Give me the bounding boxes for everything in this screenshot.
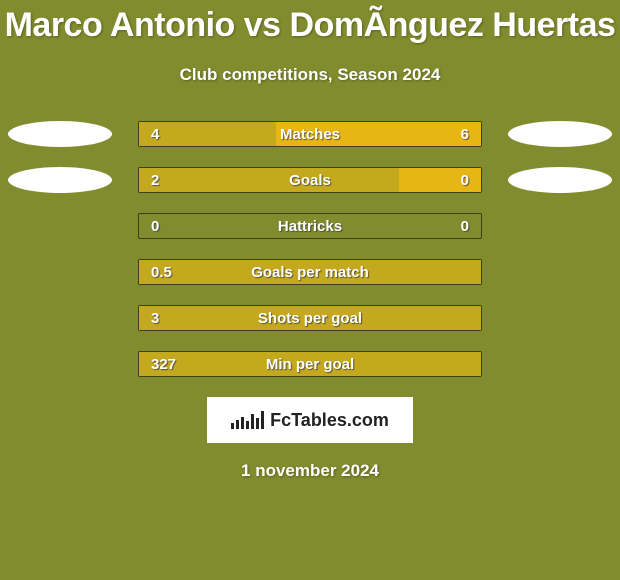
stat-value-left: 327	[151, 352, 176, 376]
stat-bar-left-fill	[139, 306, 481, 330]
player-right-avatar	[508, 167, 612, 193]
stat-row: 46Matches	[0, 121, 620, 147]
stat-value-left: 4	[151, 122, 159, 146]
stat-value-left: 0.5	[151, 260, 172, 284]
subtitle: Club competitions, Season 2024	[0, 65, 620, 85]
brand-bars-icon	[231, 411, 264, 429]
player-left-avatar	[8, 167, 112, 193]
stat-value-right: 0	[461, 214, 469, 238]
stat-value-right: 0	[461, 168, 469, 192]
stat-bar-left-fill	[139, 260, 481, 284]
stat-bar-track: 20Goals	[138, 167, 482, 193]
stats-container: 46Matches20Goals00Hattricks0.5Goals per …	[0, 121, 620, 377]
brand-text: FcTables.com	[270, 410, 389, 431]
stat-bar-track: 46Matches	[138, 121, 482, 147]
stat-row: 3Shots per goal	[0, 305, 620, 331]
stat-bar-right-fill	[276, 122, 481, 146]
stat-bar-track: 0 0Hattricks	[138, 213, 482, 239]
player-right-avatar	[508, 121, 612, 147]
stat-value-left: 2	[151, 168, 159, 192]
stat-row: 0 0Hattricks	[0, 213, 620, 239]
page-title: Marco Antonio vs DomÃ­nguez Huertas	[0, 0, 620, 45]
stat-row: 0.5Goals per match	[0, 259, 620, 285]
stat-value-left: 0	[151, 214, 159, 238]
brand-badge: FcTables.com	[207, 397, 413, 443]
stat-bar-track: 3Shots per goal	[138, 305, 482, 331]
player-left-avatar	[8, 121, 112, 147]
stat-value-left: 3	[151, 306, 159, 330]
stat-bar-track: 327Min per goal	[138, 351, 482, 377]
stat-bar-left-fill	[139, 122, 276, 146]
stat-bar-left-fill	[139, 168, 399, 192]
date-label: 1 november 2024	[0, 461, 620, 481]
stat-row: 327Min per goal	[0, 351, 620, 377]
stat-label: Hattricks	[139, 214, 481, 238]
stat-value-right: 6	[461, 122, 469, 146]
stat-bar-left-fill	[139, 352, 481, 376]
stat-row: 20Goals	[0, 167, 620, 193]
stat-bar-track: 0.5Goals per match	[138, 259, 482, 285]
